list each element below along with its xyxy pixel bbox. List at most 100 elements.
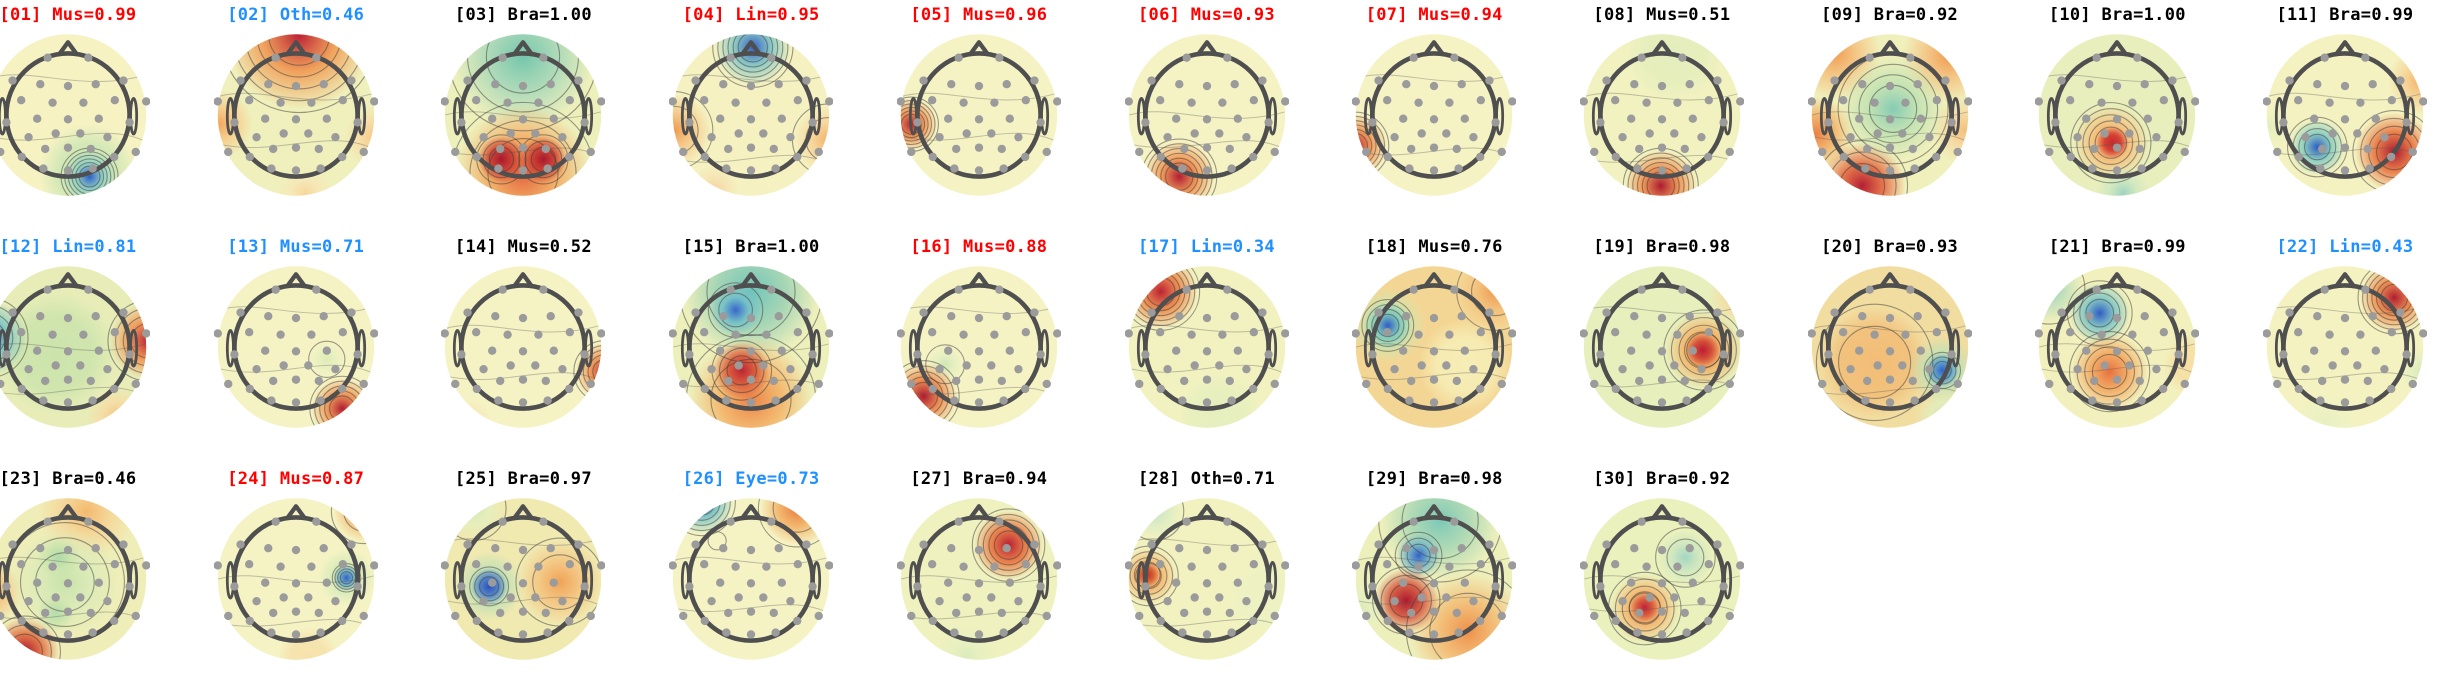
head-outline [1819,272,1960,411]
nose-icon [1423,40,1445,57]
electrode-dots [896,285,1061,407]
ica-component-card: [20] Bra=0.93 [1776,232,2004,464]
component-label: [16] Mus=0.88 [910,237,1048,257]
electrode-dots [441,53,606,175]
component-label: [25] Bra=0.97 [454,469,592,489]
component-label: [15] Bra=1.00 [682,237,820,257]
nose-icon [1651,504,1673,521]
ica-component-card: [25] Bra=0.97 [409,464,637,696]
ica-component-card: [26] Eye=0.73 [637,464,865,696]
ica-component-card: [19] Bra=0.98 [1548,232,1776,464]
head-outline [1136,504,1277,643]
component-label: [21] Bra=0.99 [2048,237,2186,257]
nose-icon [284,272,307,289]
ica-component-card: [01] Mus=0.99 [0,0,182,232]
nose-icon [1651,40,1673,57]
topomap [0,266,150,428]
topomap [1124,34,1289,196]
component-label: [02] Oth=0.46 [227,5,365,25]
nose-icon [968,40,990,57]
head-outline [453,504,594,643]
topomap [2035,266,2200,428]
nose-icon [57,272,79,289]
head-outline [225,40,366,179]
head-outline [1136,40,1277,179]
component-label: [28] Oth=0.71 [1138,469,1275,489]
electrode-dots [1352,517,1517,639]
ica-component-card: [03] Bra=1.00 [409,0,637,232]
nose-icon [512,272,535,289]
component-label: [05] Mus=0.96 [910,5,1048,25]
component-label: [03] Bra=1.00 [454,5,592,25]
topomap [213,34,378,196]
head-outline [225,504,366,643]
ica-component-card: [28] Oth=0.71 [1093,464,1321,696]
component-label: [24] Mus=0.87 [227,469,365,489]
nose-icon [2106,272,2129,289]
topomap [1807,266,1972,428]
head-outline [1364,272,1505,411]
ica-component-card: [24] Mus=0.87 [182,464,410,696]
ica-component-card: [27] Bra=0.94 [865,464,1093,696]
head-outline [1364,504,1505,643]
electrode-dots [0,285,150,407]
nose-icon [1423,272,1445,289]
ica-component-card: [05] Mus=0.96 [865,0,1093,232]
ica-component-card: [09] Bra=0.92 [1776,0,2004,232]
ica-component-card: [13] Mus=0.71 [182,232,410,464]
nose-icon [2106,40,2129,57]
nose-icon [1423,504,1445,521]
component-label: [12] Lin=0.81 [0,237,137,257]
component-label: [07] Mus=0.94 [1365,5,1503,25]
nose-icon [2334,272,2356,289]
nose-icon [512,504,535,521]
electrode-dots [1807,53,1972,175]
component-label: [13] Mus=0.71 [227,237,365,257]
topomap [441,266,606,428]
component-label: [29] Bra=0.98 [1365,469,1503,489]
ica-component-card: [23] Bra=0.46 [0,464,182,696]
electrode-dots [1352,285,1517,407]
head-outline [225,272,366,411]
ica-component-card: [10] Bra=1.00 [2003,0,2231,232]
topomap-field [1355,266,1513,428]
electrode-dots [896,517,1061,639]
electrode-dots [0,53,150,175]
head-outline [0,504,139,643]
ica-component-card: [17] Lin=0.34 [1093,232,1321,464]
nose-icon [740,40,762,57]
electrode-dots [2263,53,2427,175]
head-outline [2047,40,2188,179]
topomap [2263,266,2427,428]
nose-icon [1195,504,1218,521]
topomap [1807,34,1972,196]
head-outline [2274,40,2416,179]
nose-icon [284,40,307,57]
topomap [1124,498,1289,660]
topomap [1579,266,1744,428]
electrode-dots [1579,517,1744,639]
topomap [1579,34,1744,196]
head-outline [2047,272,2188,411]
head-outline [1591,504,1732,643]
component-label: [30] Bra=0.92 [1593,469,1731,489]
nose-icon [740,504,762,521]
ica-component-card: [02] Oth=0.46 [182,0,410,232]
electrode-dots [1807,285,1972,407]
nose-icon [1195,40,1218,57]
head-outline [681,40,822,179]
nose-icon [512,40,535,57]
topomap [669,498,834,660]
electrode-dots [213,285,378,407]
topomap [1352,498,1517,660]
ica-topomap-grid: [01] Mus=0.99 [02] Oth=0.46 [03] Bra=1.00 [… [0,0,2427,660]
nose-icon [1651,272,1673,289]
head-outline [1819,40,1960,179]
electrode-dots [1579,53,1744,175]
topomap [2035,34,2200,196]
ica-component-card: [06] Mus=0.93 [1093,0,1321,232]
topomap [441,34,606,196]
topomap [441,498,606,660]
head-outline [1591,272,1732,411]
head-outline [0,272,139,411]
